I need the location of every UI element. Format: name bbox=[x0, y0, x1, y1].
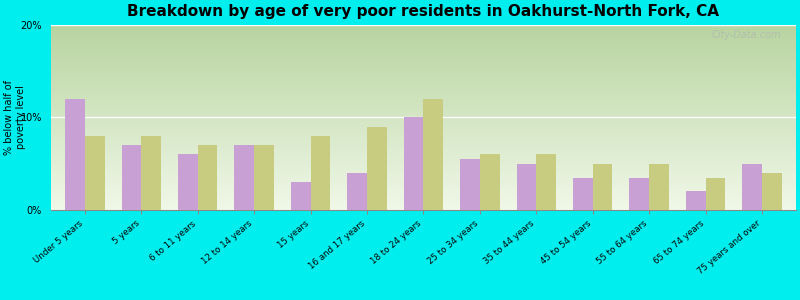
Bar bbox=[310, 136, 330, 210]
Title: Breakdown by age of very poor residents in Oakhurst-North Fork, CA: Breakdown by age of very poor residents … bbox=[127, 4, 719, 19]
Bar bbox=[254, 145, 274, 210]
Bar bbox=[762, 173, 782, 210]
Bar bbox=[423, 99, 443, 210]
Bar bbox=[122, 145, 142, 210]
Bar bbox=[198, 145, 218, 210]
Bar bbox=[573, 178, 593, 210]
Bar bbox=[649, 164, 669, 210]
Bar bbox=[742, 164, 762, 210]
Bar bbox=[85, 136, 105, 210]
Bar bbox=[404, 117, 423, 210]
Bar bbox=[686, 191, 706, 210]
Bar bbox=[65, 99, 85, 210]
Bar bbox=[536, 154, 556, 210]
Bar bbox=[367, 127, 386, 210]
Bar bbox=[460, 159, 480, 210]
Bar bbox=[347, 173, 367, 210]
Bar bbox=[706, 178, 726, 210]
Bar bbox=[234, 145, 254, 210]
Y-axis label: % below half of
poverty level: % below half of poverty level bbox=[4, 80, 26, 155]
Bar bbox=[142, 136, 161, 210]
Bar bbox=[480, 154, 500, 210]
Text: City-Data.com: City-Data.com bbox=[711, 30, 781, 40]
Bar bbox=[593, 164, 613, 210]
Bar bbox=[517, 164, 536, 210]
Bar bbox=[291, 182, 310, 210]
Bar bbox=[178, 154, 198, 210]
Bar bbox=[630, 178, 649, 210]
